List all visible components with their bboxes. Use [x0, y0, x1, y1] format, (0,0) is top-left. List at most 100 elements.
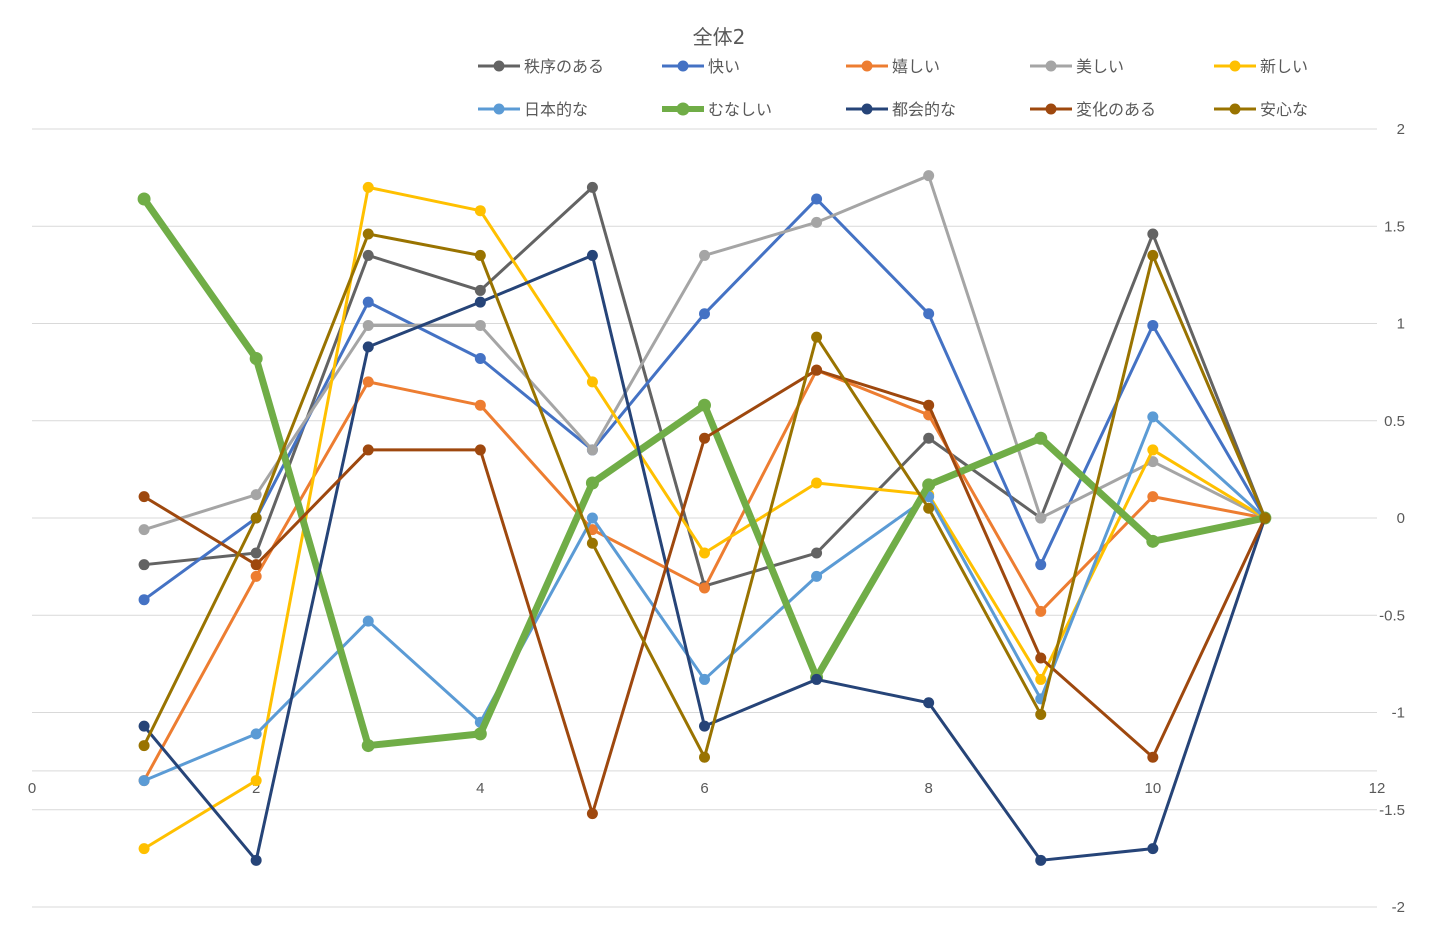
y-tick-label: -1.5: [1379, 802, 1405, 819]
data-point: [699, 547, 710, 559]
data-point: [811, 673, 823, 685]
data-point: [250, 570, 262, 582]
legend-swatch-marker: [676, 102, 690, 116]
series-line: [143, 185, 1267, 588]
data-point: [1035, 652, 1047, 664]
data-point: [362, 181, 374, 193]
data-point: [1147, 751, 1159, 763]
data-point: [138, 740, 150, 752]
legend-swatch-marker: [493, 60, 505, 72]
data-point: [586, 537, 598, 549]
x-tick-labels: 0 2 4 6 8 10 12: [28, 780, 1386, 797]
legend-swatch-marker: [677, 60, 689, 72]
data-point: [1147, 228, 1159, 240]
data-point: [1259, 512, 1271, 524]
data-point: [923, 399, 935, 411]
data-point: [1147, 491, 1159, 503]
data-point: [699, 308, 710, 320]
data-point: [699, 720, 710, 732]
data-point: [250, 854, 262, 866]
data-point: [811, 216, 823, 228]
data-point: [811, 570, 823, 582]
data-point: [362, 296, 374, 308]
data-point: [811, 477, 823, 489]
data-point: [474, 353, 486, 365]
legend-label: 秩序のある: [524, 57, 604, 76]
legend-item: むなしい: [662, 100, 772, 119]
data-point: [586, 181, 598, 193]
legend-label: 嬉しい: [892, 57, 940, 76]
legend-label: 日本的な: [524, 100, 588, 119]
legend-swatch-marker: [1229, 103, 1241, 115]
data-point: [250, 559, 262, 571]
data-point: [138, 843, 150, 855]
data-point: [138, 559, 150, 571]
data-point: [923, 697, 935, 709]
data-point: [585, 476, 599, 490]
data-point: [922, 478, 936, 492]
data-point: [362, 341, 374, 353]
data-point: [811, 331, 823, 343]
y-tick-label: 2: [1397, 121, 1405, 138]
data-point: [1147, 843, 1159, 855]
data-point: [586, 444, 598, 456]
legend-swatch-marker: [493, 103, 505, 115]
legend-label: むなしい: [708, 100, 772, 119]
x-tick-label: 12: [1369, 780, 1386, 797]
data-point: [474, 319, 486, 331]
data-point: [586, 249, 598, 261]
legend-item: 都会的な: [846, 100, 956, 119]
data-point: [250, 512, 262, 524]
legend-swatch-marker: [1229, 60, 1241, 72]
y-tick-label: -2: [1392, 899, 1405, 916]
data-point: [699, 751, 710, 763]
data-point: [138, 491, 150, 503]
legend-item: 美しい: [1030, 57, 1124, 76]
legend-label: 変化のある: [1076, 100, 1156, 119]
legend-item: 安心な: [1214, 100, 1308, 119]
legend-label: 美しい: [1076, 57, 1124, 76]
data-point: [138, 524, 150, 536]
data-point: [1035, 605, 1047, 617]
x-tick-label: 2: [252, 780, 260, 797]
series-line: [141, 197, 1266, 750]
y-tick-label: -0.5: [1379, 607, 1405, 624]
data-point: [699, 673, 710, 685]
data-point: [699, 582, 710, 594]
legend-label: 新しい: [1260, 57, 1308, 76]
data-point: [362, 376, 374, 388]
data-point: [923, 170, 935, 182]
data-point: [1035, 673, 1047, 685]
data-point: [474, 284, 486, 296]
legend-item: 新しい: [1214, 57, 1308, 76]
data-point: [923, 502, 935, 514]
data-point: [361, 739, 375, 753]
data-point: [250, 547, 262, 559]
legend-swatch-marker: [861, 60, 873, 72]
legend-item: 快い: [662, 57, 740, 76]
series-group: [137, 170, 1272, 866]
data-point: [138, 775, 150, 787]
data-point: [1034, 431, 1048, 445]
data-point: [138, 594, 150, 606]
legend-item: 日本的な: [478, 100, 588, 119]
y-tick-label: 1.5: [1384, 218, 1405, 235]
data-point: [1035, 708, 1047, 720]
data-point: [362, 228, 374, 240]
series-line: [142, 368, 1266, 782]
data-point: [1147, 319, 1159, 331]
data-point: [586, 376, 598, 388]
data-point: [250, 489, 262, 501]
data-point: [1147, 249, 1159, 261]
data-point: [474, 296, 486, 308]
data-point: [1147, 444, 1159, 456]
legend-swatch-marker: [861, 103, 873, 115]
data-point: [362, 444, 374, 456]
data-point: [474, 444, 486, 456]
data-point: [923, 432, 935, 444]
x-tick-label: 0: [28, 780, 36, 797]
data-point: [474, 205, 486, 217]
data-point: [474, 249, 486, 261]
legend-item: 秩序のある: [478, 57, 604, 76]
